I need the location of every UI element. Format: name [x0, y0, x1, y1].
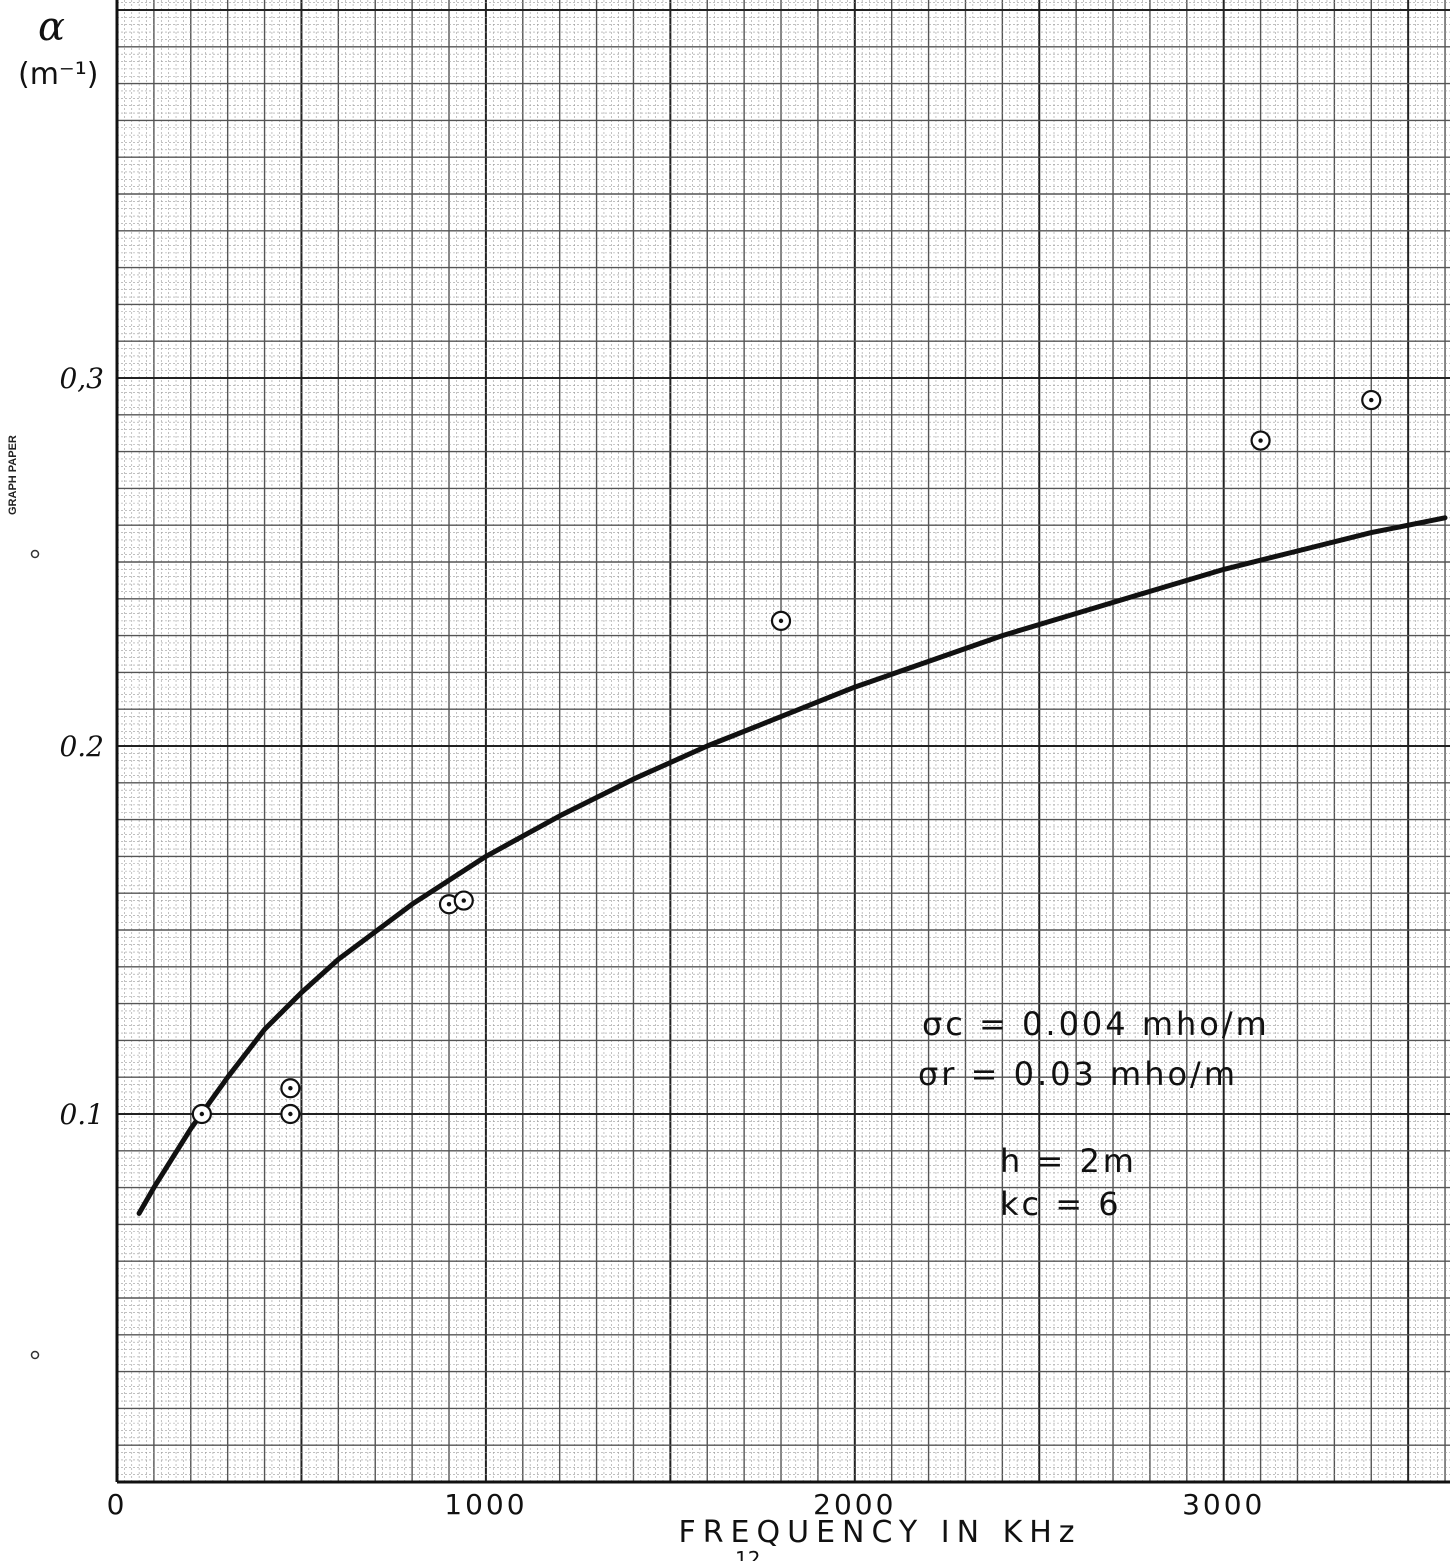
data-point — [191, 1103, 212, 1125]
data-point-dot — [778, 618, 784, 624]
x-tick-label: 3000 — [1182, 1488, 1265, 1521]
y-axis-unit: (m⁻¹) — [18, 57, 99, 92]
y-tick-label: 0.1 — [59, 1098, 104, 1131]
data-point — [453, 890, 474, 911]
data-point-dot — [1369, 397, 1374, 403]
data-point-dot — [446, 902, 452, 907]
y-tick-labels: 0.1 0.2 0,3 — [59, 362, 104, 1131]
data-point — [1250, 430, 1271, 451]
data-point — [280, 1103, 301, 1125]
punch-hole-lower — [30, 1350, 40, 1360]
plot-frame — [115, 0, 1450, 1484]
annotation-sigma-r: σr = 0.03 mho/m — [918, 1055, 1238, 1093]
x-axis-label: FREQUENCY IN KHz — [678, 1515, 1081, 1550]
data-point-dot — [288, 1086, 293, 1091]
data-point-dot — [1258, 438, 1263, 443]
data-point-dot — [461, 898, 466, 903]
data-point-dot — [199, 1111, 205, 1117]
grid — [116, 0, 1450, 1483]
y-tick-label: 0,3 — [59, 362, 104, 395]
data-points — [191, 389, 1382, 1125]
x-tick-label: 1000 — [444, 1488, 527, 1521]
y-tick-label: 0.2 — [59, 730, 104, 763]
x-tick-labels: 0 1000 2000 3000 — [107, 1488, 1265, 1521]
y-axis-symbol: α — [38, 4, 65, 50]
annotation-h: h = 2m — [1000, 1142, 1137, 1180]
data-point-dot — [288, 1111, 293, 1117]
data-point — [280, 1078, 301, 1099]
x-tick-label: 2000 — [813, 1488, 896, 1521]
x-tick-label: 0 — [107, 1488, 128, 1521]
fit-curve — [136, 515, 1448, 1216]
data-point — [1361, 389, 1382, 411]
annotation-sigma-c: σc = 0.004 mho/m — [922, 1005, 1270, 1043]
punch-hole-upper — [30, 549, 40, 559]
footer-page-fragment: 12 — [735, 1547, 760, 1561]
data-point — [770, 610, 792, 631]
annotation-kc: kc = 6 — [1000, 1185, 1122, 1223]
side-graph-paper-label: GRAPH PAPER — [7, 435, 19, 515]
